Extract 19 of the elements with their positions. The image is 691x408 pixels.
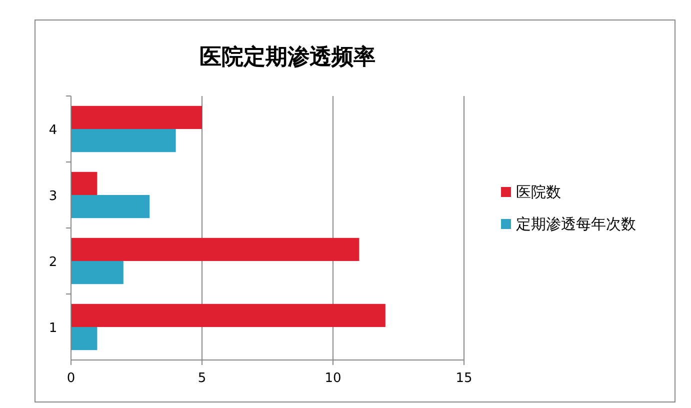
x-tick-label: 0 bbox=[66, 371, 76, 386]
legend-label: 医院数 bbox=[516, 183, 561, 201]
y-tick-label: 2 bbox=[48, 255, 58, 270]
chart-title: 医院定期渗透频率 bbox=[200, 44, 376, 70]
y-tick-label: 4 bbox=[48, 123, 58, 138]
x-tick-label: 5 bbox=[198, 371, 206, 386]
bar bbox=[71, 129, 176, 152]
y-tick-label: 1 bbox=[48, 321, 58, 336]
bar bbox=[71, 261, 124, 284]
bar bbox=[71, 106, 202, 129]
x-tick-label: 15 bbox=[456, 371, 472, 386]
x-tick-label: 10 bbox=[324, 371, 342, 386]
bar bbox=[71, 238, 360, 261]
bar bbox=[71, 304, 386, 327]
bar bbox=[71, 327, 98, 350]
bar bbox=[71, 172, 98, 195]
bar bbox=[71, 195, 150, 218]
y-tick-label: 3 bbox=[48, 189, 58, 204]
legend-label: 定期渗透每年次数 bbox=[516, 215, 636, 233]
